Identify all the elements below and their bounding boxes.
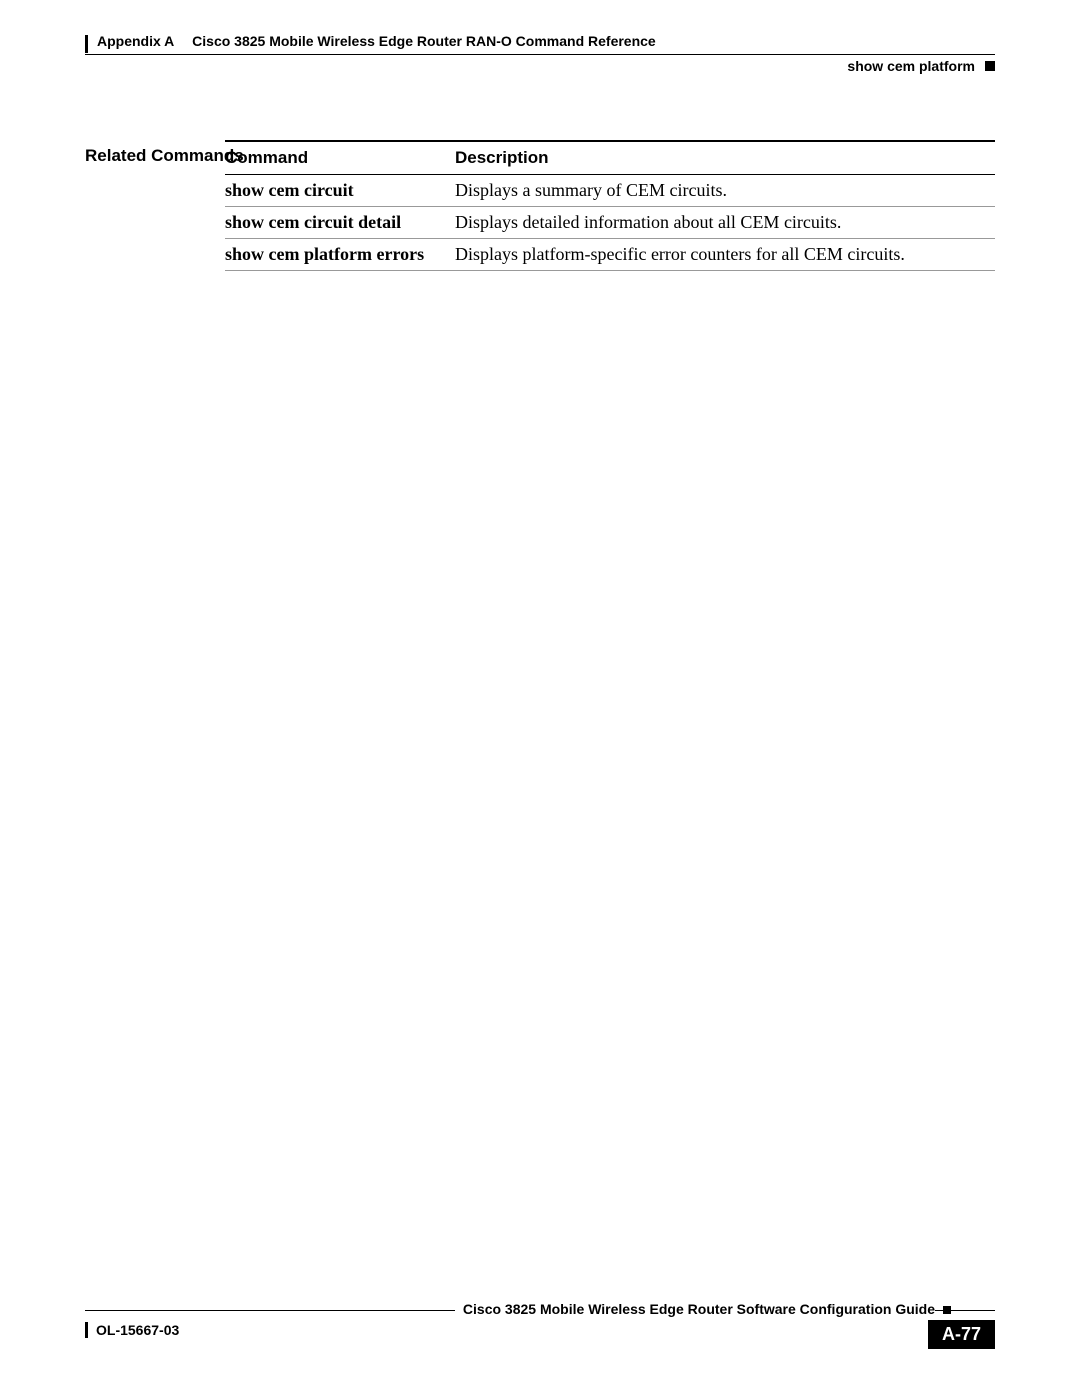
doc-number: OL-15667-03 <box>96 1322 179 1338</box>
square-icon <box>943 1306 951 1314</box>
col-command: Command <box>225 141 455 175</box>
content-region: Related Commands Command Description sho… <box>85 140 995 271</box>
document-page: Appendix A Cisco 3825 Mobile Wireless Ed… <box>85 30 995 1370</box>
table-row: show cem circuit detail Displays detaile… <box>225 207 995 239</box>
page-footer: Cisco 3825 Mobile Wireless Edge Router S… <box>85 1310 995 1370</box>
header-section-right: show cem platform <box>847 58 995 74</box>
header-rule <box>85 54 995 55</box>
page-number-badge: A-77 <box>928 1320 995 1349</box>
footer-doc-number: OL-15667-03 <box>85 1322 179 1338</box>
cell-description: Displays platform-specific error counter… <box>455 239 995 271</box>
cell-command: show cem circuit detail <box>225 207 455 239</box>
footer-guide-title: Cisco 3825 Mobile Wireless Edge Router S… <box>455 1301 935 1317</box>
appendix-label: Appendix A <box>97 33 174 49</box>
section-name: show cem platform <box>847 58 975 74</box>
chapter-title: Cisco 3825 Mobile Wireless Edge Router R… <box>192 33 656 49</box>
col-description: Description <box>455 141 995 175</box>
cell-command: show cem platform errors <box>225 239 455 271</box>
square-icon <box>985 61 995 71</box>
cell-command: show cem circuit <box>225 175 455 207</box>
table-row: show cem circuit Displays a summary of C… <box>225 175 995 207</box>
cell-description: Displays detailed information about all … <box>455 207 995 239</box>
table-row: show cem platform errors Displays platfo… <box>225 239 995 271</box>
table-header-row: Command Description <box>225 141 995 175</box>
running-header-text: Appendix A Cisco 3825 Mobile Wireless Ed… <box>97 33 662 49</box>
related-commands-label: Related Commands <box>85 146 244 166</box>
related-commands-table: Command Description show cem circuit Dis… <box>225 140 995 271</box>
footer-tick-icon <box>85 1322 88 1338</box>
header-tick-icon <box>85 35 88 53</box>
running-header: Appendix A Cisco 3825 Mobile Wireless Ed… <box>85 30 995 80</box>
cell-description: Displays a summary of CEM circuits. <box>455 175 995 207</box>
